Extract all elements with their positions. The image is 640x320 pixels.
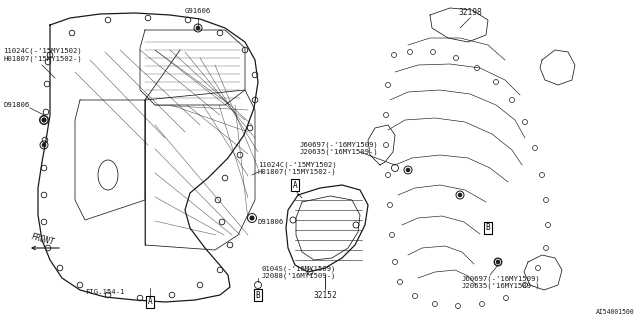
Text: AI54001500: AI54001500: [596, 309, 635, 315]
Text: 0104S(-'16MY1509)
J2088('16MY1509-): 0104S(-'16MY1509) J2088('16MY1509-): [262, 265, 337, 279]
Circle shape: [250, 216, 254, 220]
Text: B: B: [256, 291, 260, 300]
Circle shape: [406, 168, 410, 172]
Text: FRONT: FRONT: [30, 233, 55, 247]
Text: D91806: D91806: [3, 102, 29, 108]
Text: J60697(-'16MY1509)
J20635('16MY1509-): J60697(-'16MY1509) J20635('16MY1509-): [300, 141, 379, 155]
Text: 11024C(-'15MY1502)
H01807('15MY1502-): 11024C(-'15MY1502) H01807('15MY1502-): [258, 161, 337, 175]
Text: D91806: D91806: [258, 219, 284, 225]
Circle shape: [42, 118, 46, 122]
Text: 11024C(-'15MY1502)
H01807('15MY1502-): 11024C(-'15MY1502) H01807('15MY1502-): [3, 48, 82, 62]
Text: FIG.154-1: FIG.154-1: [85, 289, 124, 295]
Text: J60697(-'16MY1509)
J20635('16MY1509-): J60697(-'16MY1509) J20635('16MY1509-): [462, 275, 541, 289]
Text: B: B: [486, 223, 490, 233]
Text: A: A: [148, 298, 152, 307]
Text: 32152: 32152: [313, 291, 337, 300]
Text: A: A: [292, 180, 298, 189]
Circle shape: [42, 118, 46, 122]
Circle shape: [42, 143, 46, 147]
Circle shape: [196, 26, 200, 30]
Circle shape: [496, 260, 500, 264]
Text: G91606: G91606: [185, 8, 211, 14]
Circle shape: [458, 193, 462, 197]
Text: 32198: 32198: [458, 8, 482, 17]
